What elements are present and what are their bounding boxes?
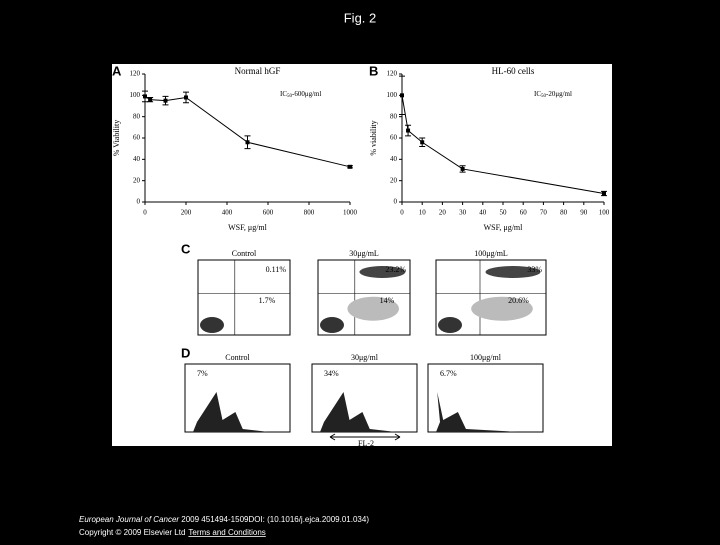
dot-cloud <box>200 317 224 333</box>
panel-label: D <box>181 345 190 360</box>
point <box>420 140 425 145</box>
copyright-text: Copyright © 2009 Elsevier Ltd <box>79 528 185 537</box>
x-axis-label: WSF, μg/ml <box>228 223 268 232</box>
plot-title: Control <box>232 249 257 258</box>
panel-label: A <box>112 63 122 78</box>
annotation-sub: 50 <box>287 94 293 99</box>
citation-text: 2009 451494-1509DOI: (10.1016/j.ejca.200… <box>179 515 369 524</box>
x-tick-label: 200 <box>181 209 192 217</box>
copyright: Copyright © 2009 Elsevier Ltd Terms and C… <box>79 528 266 537</box>
dot-cloud <box>471 296 533 321</box>
point <box>400 93 404 98</box>
axis-label: FL-2 <box>358 439 374 448</box>
terms-link[interactable]: Terms and Conditions <box>188 528 265 537</box>
y-tick-label: 60 <box>390 134 398 142</box>
y-tick-label: 120 <box>387 70 398 78</box>
lower-percent: 1.7% <box>259 296 276 305</box>
fraction: 7% <box>197 369 208 378</box>
panel-label: C <box>181 241 191 256</box>
slide-title: Fig. 2 <box>344 10 377 25</box>
annotation-rest: -600μg/ml <box>292 90 321 98</box>
point <box>143 94 147 99</box>
x-tick-label: 1000 <box>343 209 358 217</box>
chart-title: Normal hGF <box>235 66 281 76</box>
plot-title: 100μg/mL <box>474 249 508 258</box>
lower-percent: 20.6% <box>508 296 529 305</box>
x-tick-label: 70 <box>540 209 548 217</box>
upper-percent: 23.2% <box>385 265 406 274</box>
annotation-text: IC <box>280 90 287 98</box>
point <box>406 128 411 133</box>
y-tick-label: 40 <box>390 155 398 163</box>
x-tick-label: 100 <box>599 209 610 217</box>
point <box>184 95 188 100</box>
y-tick-label: 120 <box>130 70 141 78</box>
y-tick-label: 80 <box>133 112 141 120</box>
panel-label: B <box>369 63 378 78</box>
y-axis-label: % Viability <box>112 120 121 156</box>
dot-cloud <box>359 266 406 278</box>
x-tick-label: 80 <box>560 209 568 217</box>
lower-percent: 14% <box>380 296 395 305</box>
x-tick-label: 600 <box>263 209 274 217</box>
point <box>348 164 352 169</box>
x-tick-label: 90 <box>580 209 588 217</box>
y-tick-label: 0 <box>137 198 141 206</box>
x-tick-label: 0 <box>143 209 147 217</box>
y-axis-label: % viability <box>369 120 378 155</box>
y-tick-label: 40 <box>133 155 141 163</box>
y-tick-label: 20 <box>133 176 141 184</box>
point <box>460 166 465 171</box>
dot-cloud <box>347 296 399 321</box>
point <box>148 97 153 102</box>
histogram <box>193 392 269 432</box>
x-tick-label: 400 <box>222 209 233 217</box>
x-tick-label: 0 <box>400 209 404 217</box>
x-tick-label: 10 <box>419 209 427 217</box>
x-tick-label: 40 <box>479 209 487 217</box>
x-tick-label: 800 <box>304 209 315 217</box>
dot-cloud <box>485 266 541 278</box>
plot-title: Control <box>225 353 250 362</box>
point <box>245 140 250 145</box>
y-tick-label: 0 <box>394 198 398 206</box>
y-tick-label: 60 <box>133 134 141 142</box>
annotation-rest: -20μg/ml <box>546 90 572 98</box>
y-tick-label: 100 <box>387 91 398 99</box>
journal: European Journal of Cancer <box>79 515 179 524</box>
dot-cloud <box>438 317 462 333</box>
plot-title: 30μg/mL <box>349 249 379 258</box>
x-tick-label: 50 <box>500 209 508 217</box>
dot-cloud <box>320 317 344 333</box>
x-tick-label: 20 <box>439 209 447 217</box>
upper-percent: 33% <box>527 265 542 274</box>
y-tick-label: 100 <box>130 91 141 99</box>
x-axis-label: WSF, μg/ml <box>484 223 524 232</box>
fraction: 34% <box>324 369 339 378</box>
point <box>602 191 606 196</box>
annotation-text: IC <box>534 90 541 98</box>
annotation: IC50-600μg/ml <box>280 90 321 100</box>
upper-percent: 0.11% <box>266 265 287 274</box>
fraction: 6.7% <box>440 369 457 378</box>
plot-title: 100μg/ml <box>470 353 502 362</box>
axis-arrow <box>329 433 401 441</box>
point <box>163 98 168 103</box>
x-tick-label: 30 <box>459 209 467 217</box>
histogram <box>436 392 520 432</box>
chart-title: HL-60 cells <box>492 66 535 76</box>
y-tick-label: 80 <box>390 112 398 120</box>
annotation: IC50-20μg/ml <box>534 90 572 100</box>
x-tick-label: 60 <box>520 209 528 217</box>
histogram <box>320 392 396 432</box>
citation: European Journal of Cancer 2009 451494-1… <box>79 515 369 524</box>
y-tick-label: 20 <box>390 176 398 184</box>
plot-title: 30μg/ml <box>351 353 379 362</box>
annotation-sub: 50 <box>541 94 547 99</box>
